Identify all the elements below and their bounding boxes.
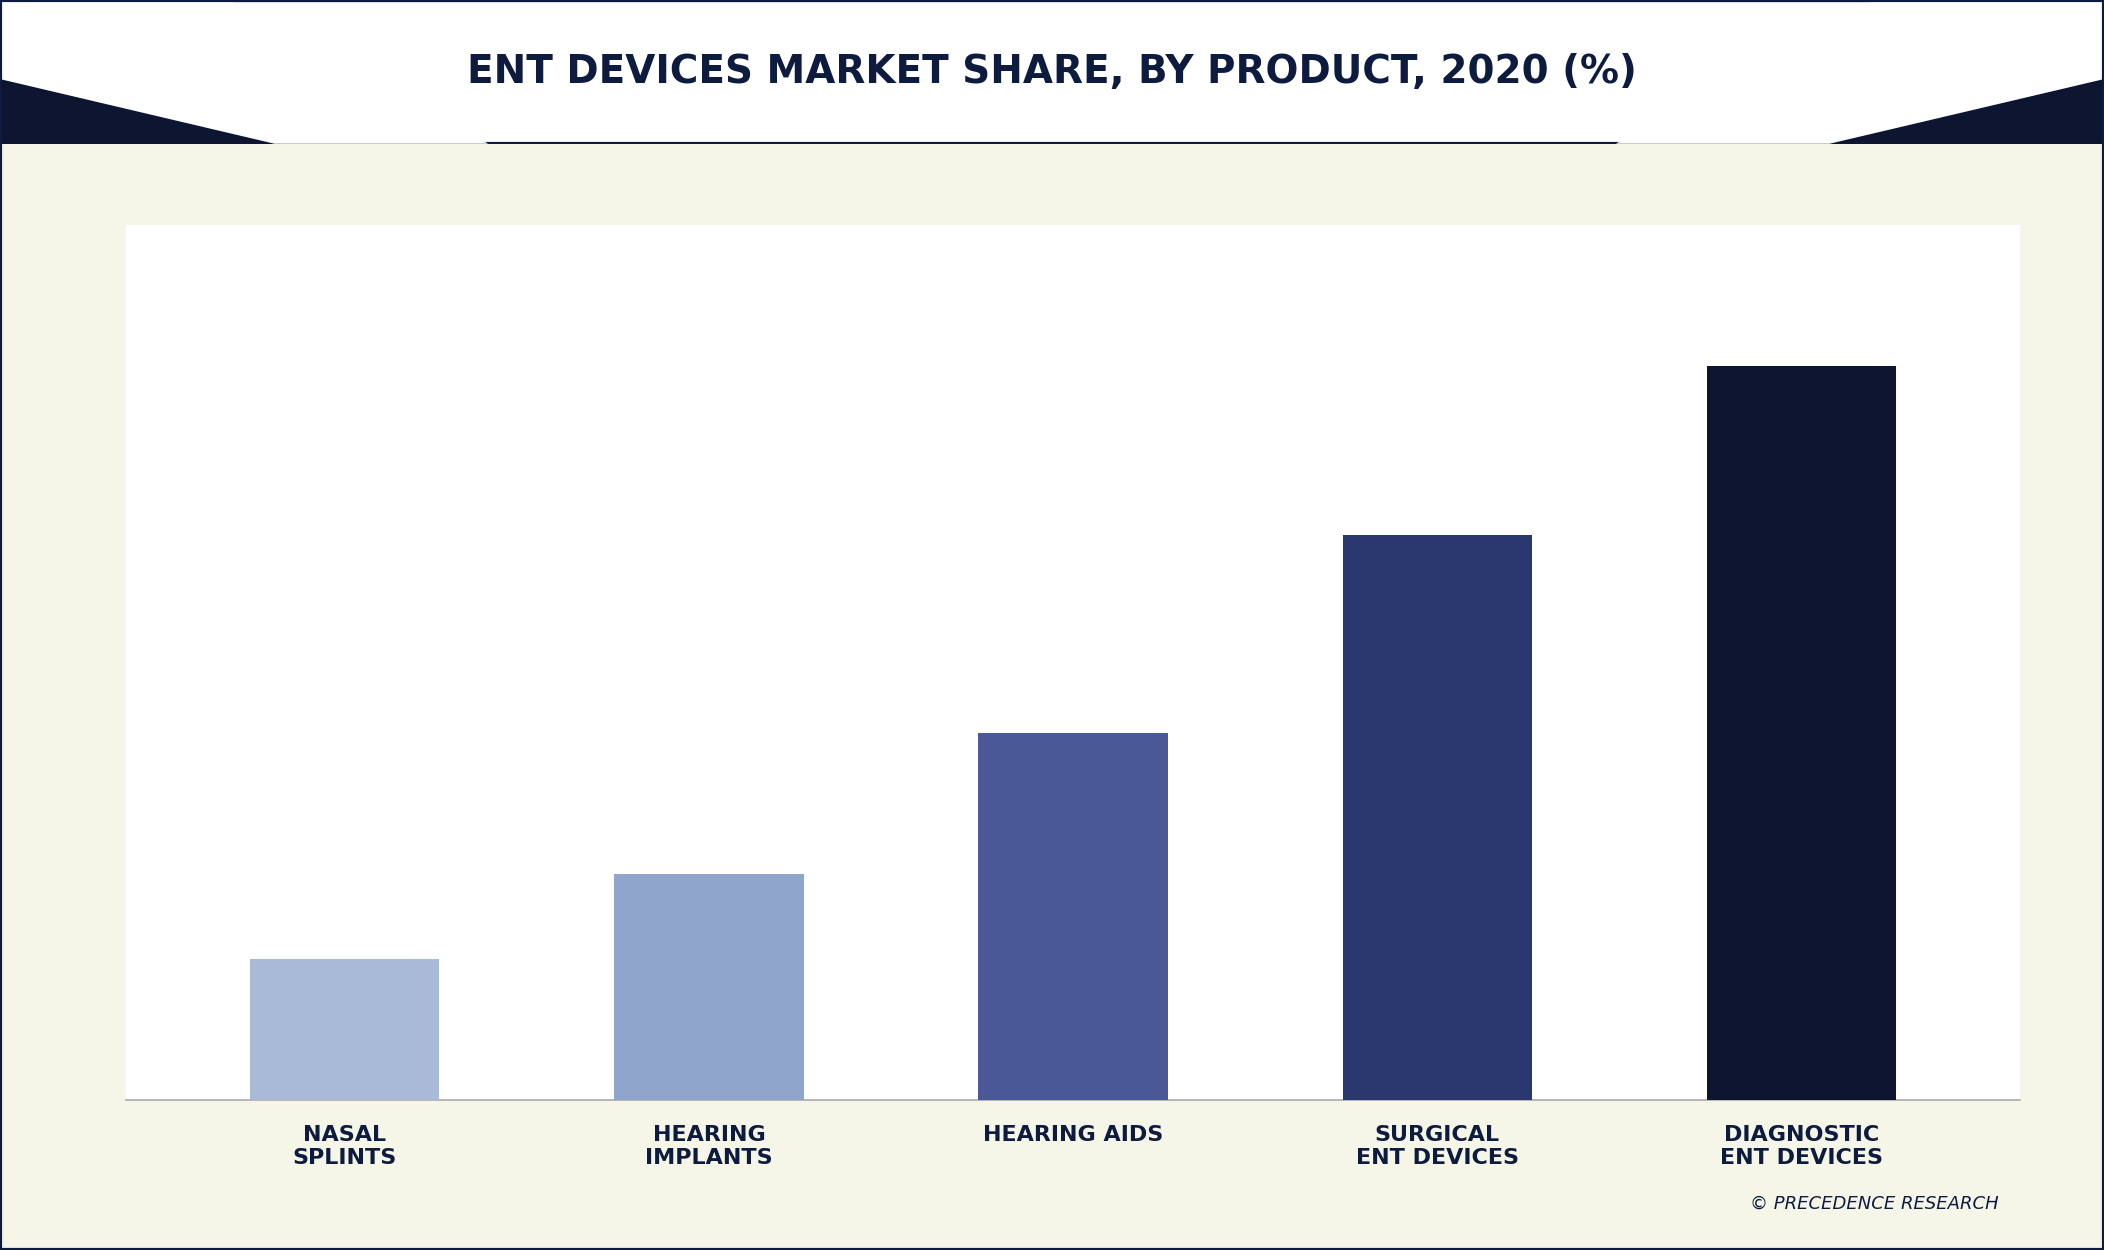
- Polygon shape: [0, 0, 488, 144]
- Polygon shape: [0, 0, 488, 144]
- Bar: [1342, 535, 1532, 1100]
- Bar: [250, 959, 440, 1100]
- Text: ENT DEVICES MARKET SHARE, BY PRODUCT, 2020 (%): ENT DEVICES MARKET SHARE, BY PRODUCT, 20…: [467, 52, 1637, 91]
- Polygon shape: [1616, 0, 2104, 144]
- Bar: [1706, 366, 1896, 1100]
- Polygon shape: [1616, 0, 2104, 144]
- Bar: [978, 732, 1168, 1100]
- Text: © PRECEDENCE RESEARCH: © PRECEDENCE RESEARCH: [1751, 1195, 1999, 1212]
- Polygon shape: [1616, 0, 2104, 144]
- Polygon shape: [0, 0, 488, 144]
- Bar: [614, 874, 804, 1100]
